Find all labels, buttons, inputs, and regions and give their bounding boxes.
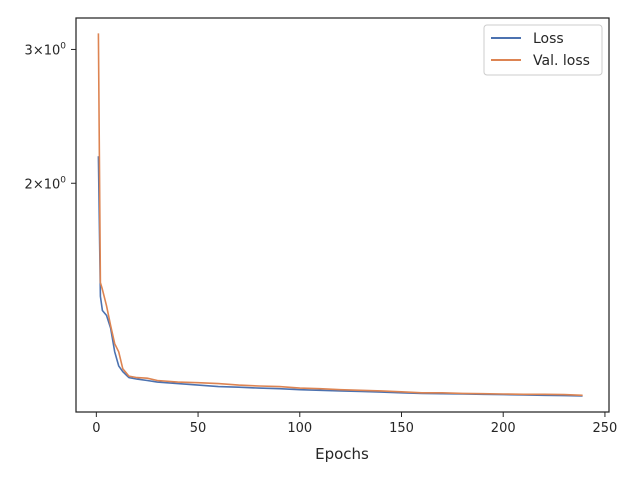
series-line-val-loss [97, 33, 583, 397]
y-tick-label: 2×100 [25, 175, 67, 192]
series-line-loss [97, 156, 583, 397]
x-axis-ticks: 0 50 100 150 200 250 [92, 412, 617, 436]
legend: Loss Val. loss [483, 24, 603, 76]
x-tick-label: 250 [593, 421, 618, 436]
legend-label-loss: Loss [533, 31, 564, 47]
x-tick-label: 100 [287, 421, 312, 436]
x-tick-label: 150 [389, 421, 414, 436]
y-axis-ticks: 3×100 2×100 [25, 41, 76, 192]
plot-frame [75, 17, 610, 413]
series-layer [97, 33, 583, 397]
x-tick-label: 200 [491, 421, 516, 436]
x-axis-title: Epochs [315, 445, 369, 463]
x-tick-label: 50 [190, 421, 207, 436]
legend-label-val-loss: Val. loss [533, 53, 590, 69]
y-tick-label: 3×100 [25, 41, 67, 58]
x-tick-label: 0 [92, 421, 100, 436]
